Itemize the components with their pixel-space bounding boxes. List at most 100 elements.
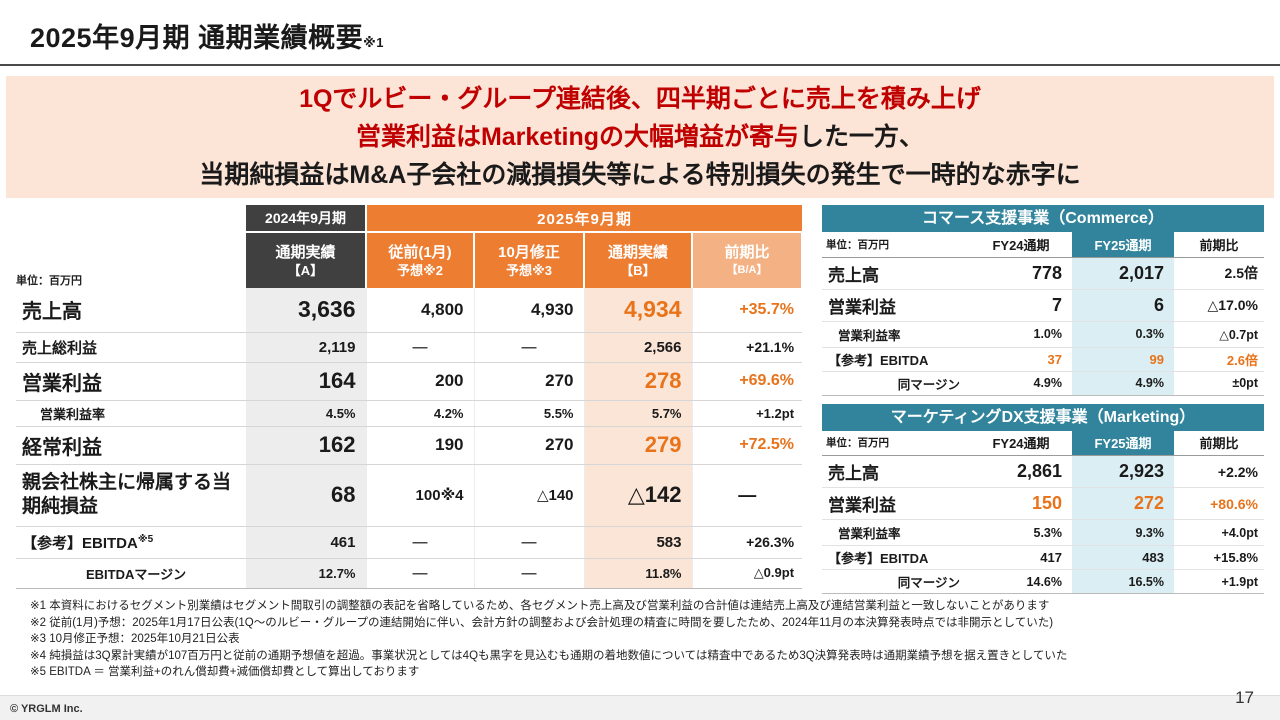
row-label: 営業利益率 [822,321,970,348]
footnote-ref: ※5 [137,533,154,545]
value-cell: 162 [246,426,367,465]
yoy-cell: △0.9pt [692,558,803,589]
row-operating-profit: 営業利益 7 6 △17.0% [822,289,1264,322]
col-actual-b-header: 通期実績 【B】 [584,232,693,288]
row-net-sales: 売上高 3,636 4,800 4,930 4,934 +35.7% [16,288,803,333]
row-label: 営業利益 [822,289,970,322]
value-cell: ― [366,526,475,559]
column-header-row: 通期実績 【A】 従前(1月) 予想※2 10月修正 予想※3 通期実績 【B】 [16,232,804,288]
summary-banner: 1Qでルビー・グループ連結後、四半期ごとに売上を積み上げ 営業利益はMarket… [6,76,1274,198]
footnote-3: ※3 10月修正予想：2025年10月21日公表 [30,633,240,645]
yoy-cell: +2.2% [1174,455,1264,488]
row-ebitda-margin: EBITDAマージン 12.7% ― ― 11.8% △0.9pt [16,558,803,589]
unit-label: 単位：百万円 [822,232,970,258]
yoy-cell: △0.7pt [1174,321,1264,348]
fy24-period-header: 2024年9月期 [246,205,367,233]
commerce-section: コマース支援事業（Commerce） 単位：百万円 FY24通期 FY25通期 … [822,205,1264,396]
yoy-cell: +35.7% [692,288,803,333]
value-cell: 417 [970,545,1072,570]
row-operating-margin: 営業利益率 5.3% 9.3% +4.0pt [822,519,1264,546]
fy24-column-header: FY24通期 [970,232,1072,258]
yoy-cell: +72.5% [692,426,803,465]
commerce-table: 単位：百万円 FY24通期 FY25通期 前期比 売上高 778 2,017 2… [822,232,1264,396]
value-cell: ― [366,558,475,589]
value-cell: 5.5% [474,400,585,427]
row-label: 売上総利益 [16,332,247,363]
yoy-cell: +1.9pt [1174,569,1264,594]
value-cell: 4,930 [474,288,585,333]
value-cell: 1.0% [970,321,1072,348]
value-cell: 4.9% [970,371,1072,396]
value-cell: 4,934 [584,288,693,333]
yoy-cell: 2.5倍 [1174,257,1264,290]
value-cell: 68 [246,464,367,527]
marketing-table: 単位：百万円 FY24通期 FY25通期 前期比 売上高 2,861 2,923… [822,430,1264,594]
footnote-1: ※1 本資料におけるセグメント別業績はセグメント間取引の調整額の表記を省略してい… [30,600,1050,612]
value-cell: 583 [584,526,693,559]
row-label: 営業利益 [16,362,247,401]
col-yoy-header: 前期比 【B/A】 [692,232,804,288]
row-label: 親会社株主に帰属する当期純損益 [16,464,247,527]
row-label: 【参考】EBITDA [822,347,970,372]
yoy-cell: ― [692,464,803,527]
row-label: 売上高 [822,455,970,488]
value-cell: 5.7% [584,400,693,427]
row-label: 【参考】EBITDA [822,545,970,570]
row-label: 営業利益 [822,487,970,520]
row-operating-margin: 営業利益率 4.5% 4.2% 5.5% 5.7% +1.2pt [16,400,803,427]
page-title-text: 2025年9月期 通期業績概要 [30,23,364,53]
value-cell: 190 [366,426,475,465]
row-label: 売上高 [822,257,970,290]
marketing-header-row: 単位：百万円 FY24通期 FY25通期 前期比 [822,430,1264,456]
unit-label: 単位：百万円 [822,430,970,456]
row-operating-margin: 営業利益率 1.0% 0.3% △0.7pt [822,321,1264,348]
value-cell: 200 [366,362,475,401]
value-cell: 12.7% [246,558,367,589]
fy25-column-header: FY25通期 [1072,232,1174,258]
yoy-cell: +80.6% [1174,487,1264,520]
value-cell: 164 [246,362,367,401]
value-cell: 14.6% [970,569,1072,594]
yoy-cell: 2.6倍 [1174,347,1264,372]
yoy-cell: +21.1% [692,332,803,363]
value-cell: 4,800 [366,288,475,333]
segment-tables-section: コマース支援事業（Commerce） 単位：百万円 FY24通期 FY25通期 … [822,205,1264,602]
banner-line-1: 1Qでルビー・グループ連結後、四半期ごとに売上を積み上げ [299,85,981,113]
row-ebitda: 【参考】EBITDA 37 99 2.6倍 [822,347,1264,372]
row-ebitda: 【参考】EBITDA※5 461 ― ― 583 +26.3% [16,526,803,559]
col-actual-a-header: 通期実績 【A】 [246,232,367,288]
row-ebitda: 【参考】EBITDA 417 483 +15.8% [822,545,1264,570]
fy25-column-header: FY25通期 [1072,430,1174,456]
value-cell: 37 [970,347,1072,372]
row-label: EBITDAマージン [16,558,247,589]
value-cell: 11.8% [584,558,693,589]
title-divider [0,64,1280,66]
value-cell: 272 [1072,487,1174,520]
row-label: 同マージン [822,371,970,396]
commerce-title: コマース支援事業（Commerce） [822,205,1264,232]
row-net-sales: 売上高 778 2,017 2.5倍 [822,257,1264,290]
value-cell: 7 [970,289,1072,322]
row-label: 営業利益率 [822,519,970,546]
banner-line-2: 営業利益はMarketingの大幅増益が寄与した一方、 [355,123,925,151]
consolidated-results-table: 単位：百万円 2024年9月期 2025年9月期 通期実績 【A】 従前(1月)… [16,205,804,589]
value-cell: 270 [474,426,585,465]
value-cell: 778 [970,257,1072,290]
yoy-cell: +1.2pt [692,400,803,427]
yoy-cell: +26.3% [692,526,803,559]
value-cell: 0.3% [1072,321,1174,348]
value-cell: 99 [1072,347,1174,372]
yoy-cell: ±0pt [1174,371,1264,396]
value-cell: ― [474,526,585,559]
value-cell: 461 [246,526,367,559]
value-cell: 4.9% [1072,371,1174,396]
value-cell: 3,636 [246,288,367,333]
copyright: © YRGLM Inc. [10,703,83,715]
row-label: 同マージン [822,569,970,594]
row-ebitda-margin: 同マージン 14.6% 16.5% +1.9pt [822,569,1264,594]
value-cell: 2,566 [584,332,693,363]
row-operating-profit: 営業利益 150 272 +80.6% [822,487,1264,520]
yoy-cell: △17.0% [1174,289,1264,322]
commerce-header-row: 単位：百万円 FY24通期 FY25通期 前期比 [822,232,1264,258]
